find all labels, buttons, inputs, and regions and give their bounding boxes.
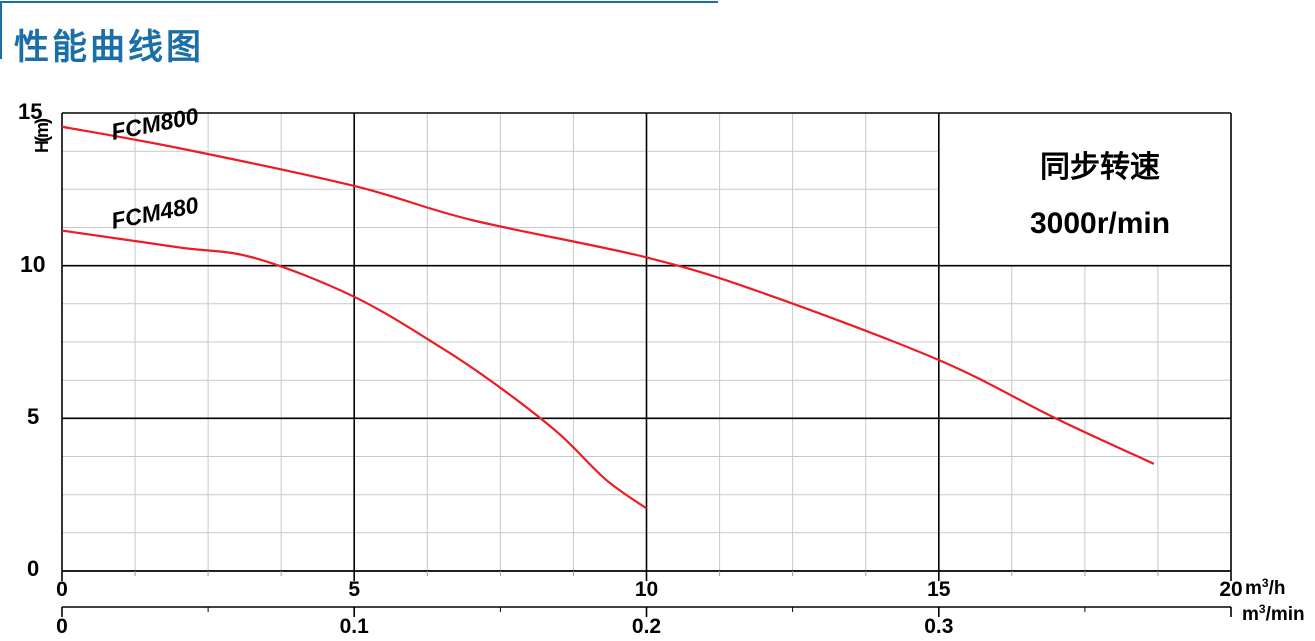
svg-text:5: 5 xyxy=(348,578,360,601)
svg-text:3000r/min: 3000r/min xyxy=(1030,207,1170,240)
svg-text:m3/min: m3/min xyxy=(1242,602,1305,625)
svg-text:0.1: 0.1 xyxy=(340,615,370,638)
svg-text:20: 20 xyxy=(1219,578,1242,601)
svg-text:0: 0 xyxy=(56,615,68,638)
svg-text:同步转速: 同步转速 xyxy=(1040,151,1160,184)
svg-text:15: 15 xyxy=(927,578,951,601)
svg-text:0.2: 0.2 xyxy=(632,615,661,638)
svg-text:FCM800: FCM800 xyxy=(109,103,201,145)
svg-text:0.3: 0.3 xyxy=(924,615,953,638)
svg-text:0: 0 xyxy=(56,578,68,601)
svg-text:10: 10 xyxy=(635,578,658,601)
svg-text:m3/h: m3/h xyxy=(1245,576,1285,599)
